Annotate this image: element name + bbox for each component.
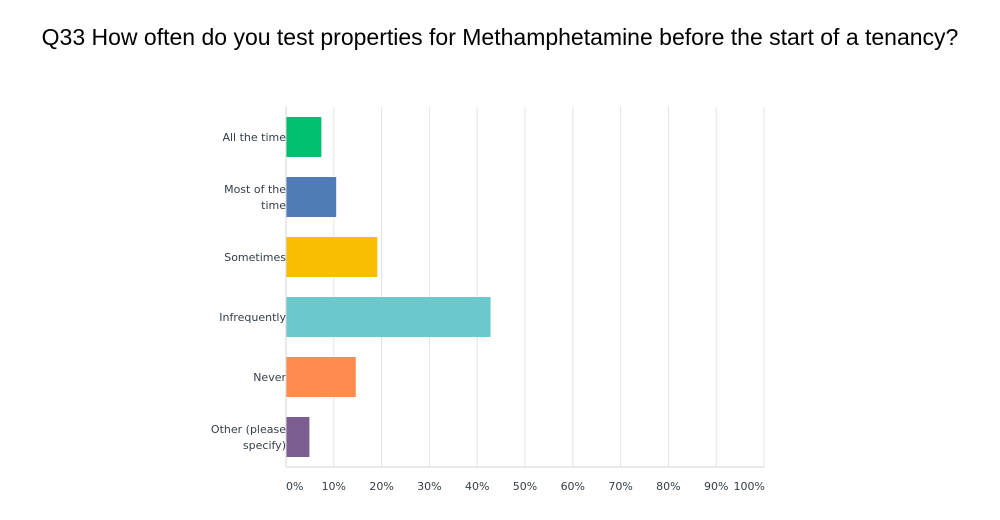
x-tick-label: 30%: [417, 480, 441, 493]
x-tick-label: 20%: [369, 480, 393, 493]
category-label: specify): [243, 439, 286, 452]
x-tick-label: 90%: [704, 480, 728, 493]
bar: [286, 237, 378, 277]
category-labels: All the time Most of the time Sometimes Infr…: [211, 131, 287, 452]
category-label: Sometimes: [224, 251, 286, 264]
x-tick-label: 100%: [734, 480, 765, 493]
category-label: All the time: [222, 131, 286, 144]
gridlines: [333, 107, 765, 467]
bar: [286, 117, 322, 157]
chart-title: Q33 How often do you test properties for…: [41, 24, 959, 50]
x-tick-label: 70%: [608, 480, 632, 493]
bar: [286, 357, 356, 397]
category-label: Infrequently: [219, 311, 286, 324]
category-label: Never: [253, 371, 286, 384]
x-tick-label: 80%: [656, 480, 680, 493]
x-tick-labels: 0% 10% 20% 30% 40% 50% 60% 70% 80% 90% 100%: [286, 480, 765, 493]
bar: [286, 417, 310, 457]
x-tick-label: 0%: [286, 480, 303, 493]
x-tick-label: 10%: [322, 480, 346, 493]
category-label: Most of the: [224, 183, 286, 196]
category-label: Other (please: [211, 423, 286, 436]
x-tick-label: 60%: [561, 480, 585, 493]
bars: [286, 117, 491, 457]
bar: [286, 297, 491, 337]
x-tick-label: 50%: [513, 480, 537, 493]
x-tick-label: 40%: [465, 480, 489, 493]
bar: [286, 177, 337, 217]
category-label: time: [261, 199, 286, 212]
